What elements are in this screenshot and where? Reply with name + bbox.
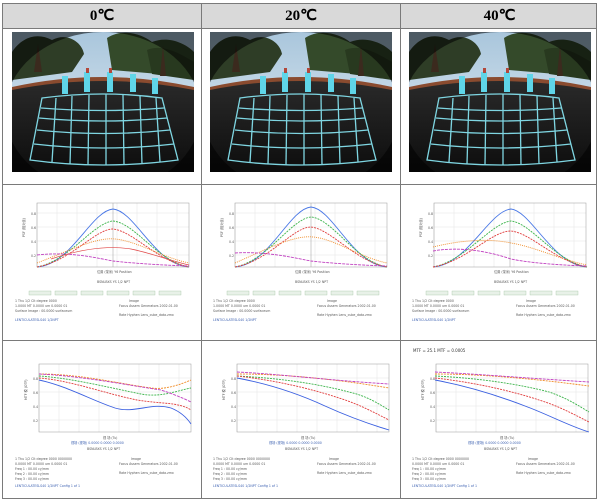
psf-panel-20c [209,189,393,335]
results-table: 0℃ 20℃ 40℃ MTF = 25.1 MTF = 0.0005 [2,3,597,499]
mtf-title-text: MTF = 25.1 MTF = 0.0005 [413,348,466,353]
header-40c: 40℃ [483,8,516,24]
psf-curve-plot-icon [209,189,393,335]
fisheye-camera-photo-icon [12,32,194,172]
fisheye-camera-photo-icon [409,32,591,172]
mtf-curve-plot-icon [11,344,195,496]
column-divider [201,4,202,498]
mtf-curve-plot-icon: MTF = 25.1 MTF = 0.0005 [407,344,593,496]
fisheye-camera-photo-icon [210,32,392,172]
header-20c: 20℃ [285,8,317,24]
psf-curve-plot-icon [11,189,195,335]
row-divider [3,340,596,341]
photo-40c [409,32,591,172]
photo-20c [210,32,392,172]
mtf-curve-plot-icon [209,344,393,496]
mtf-panel-20c [209,344,393,496]
mtf-panel-40c: MTF = 25.1 MTF = 0.0005 [407,344,593,496]
psf-panel-0c [11,189,195,335]
psf-panel-40c [407,189,593,335]
psf-curve-plot-icon [407,189,593,335]
header-row: 0℃ 20℃ 40℃ [3,4,596,29]
photo-0c [12,32,194,172]
header-0c: 0℃ [89,8,115,24]
column-divider [400,4,401,498]
mtf-panel-0c [11,344,195,496]
row-divider [3,184,596,185]
